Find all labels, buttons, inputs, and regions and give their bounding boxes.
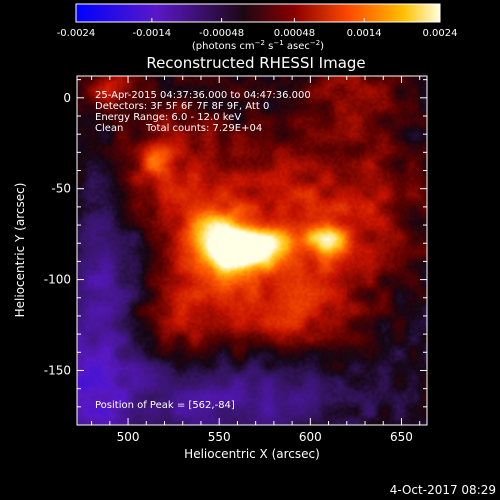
y-axis-tick-labels: 0 -50 -100 -150 xyxy=(44,91,71,378)
colorbar-tick-label: -0.0024 xyxy=(57,28,96,39)
x-tick-label: 600 xyxy=(299,430,322,444)
y-tick-label: -50 xyxy=(51,182,71,196)
y-axis-ticks xyxy=(77,79,427,408)
colorbar-tick-labels: -0.0024 -0.0014 -0.00048 0.00048 0.0014 0.002… xyxy=(57,28,458,39)
annotation-detectors: Detectors: 3F 5F 6F 7F 8F 9F, Att 0 xyxy=(95,101,269,112)
y-axis-title: Heliocentric Y (arcsec) xyxy=(13,183,27,318)
x-axis-tick-labels: 500 550 600 650 xyxy=(117,430,413,444)
colorbar-ticks xyxy=(75,18,441,22)
annotation-energy-range: Energy Range: 6.0 - 12.0 keV xyxy=(95,112,241,123)
colorbar-tick-label: -0.00048 xyxy=(199,28,244,39)
annotation-time-range: 25-Apr-2015 04:37:36.000 to 04:47:36.000 xyxy=(95,90,311,101)
x-axis-ticks xyxy=(91,76,421,425)
y-tick-label: -100 xyxy=(44,273,71,287)
footer-date: 4-Oct-2017 08:29 xyxy=(390,483,496,497)
colorbar-tick-label: 0.0014 xyxy=(347,28,382,39)
plot-frame xyxy=(76,75,428,426)
x-tick-label: 650 xyxy=(390,430,413,444)
peak-position-label: Position of Peak = [562,-84] xyxy=(95,400,235,411)
colorbar xyxy=(75,3,441,23)
colorbar-tick-label: 0.0024 xyxy=(423,28,458,39)
colorbar-tick-label: 0.00048 xyxy=(274,28,315,39)
heatmap-image xyxy=(77,76,427,425)
annotation-total-counts: Total counts: 7.29E+04 xyxy=(145,123,262,134)
x-axis-title: Heliocentric X (arcsec) xyxy=(184,447,320,461)
chart-title: Reconstructed RHESSI Image xyxy=(146,54,365,72)
annotation-clean: Clean xyxy=(95,123,123,134)
y-tick-label: 0 xyxy=(63,91,71,105)
y-tick-label: -150 xyxy=(44,363,71,377)
x-tick-label: 500 xyxy=(117,430,140,444)
colorbar-tick-label: -0.0014 xyxy=(133,28,172,39)
x-tick-label: 550 xyxy=(208,430,231,444)
colorbar-unit: (photons cm−2 s−1 asec−2) xyxy=(192,39,324,52)
